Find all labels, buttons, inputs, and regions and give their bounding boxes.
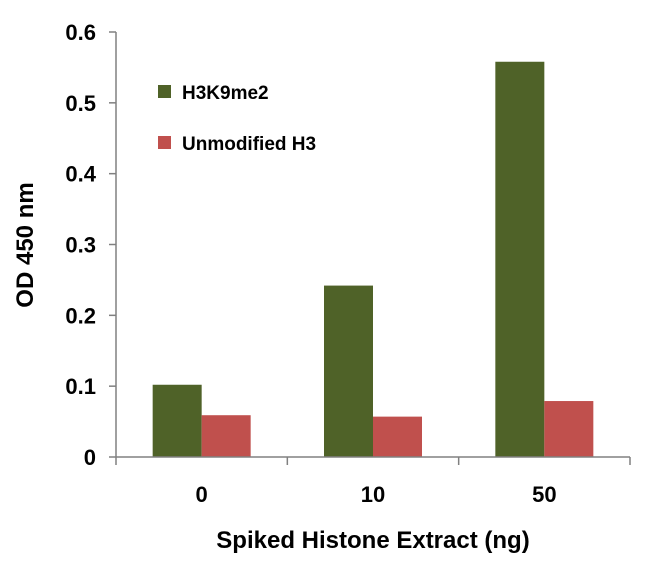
y-axis-title: OD 450 nm — [12, 182, 39, 307]
x-tick-label: 10 — [361, 482, 385, 507]
labels-layer: 0 0.1 0.2 0.3 0.4 0.5 0.6 0 10 50 — [65, 20, 556, 507]
y-tick-label: 0.5 — [65, 91, 96, 116]
bar-h3k9me2-0 — [152, 384, 202, 457]
bar-h3k9me2-50 — [495, 61, 545, 457]
legend: H3K9me2 Unmodified H3 — [158, 83, 316, 155]
bars-layer — [152, 61, 594, 457]
y-tick-label: 0.6 — [65, 20, 96, 45]
bar-h3k9me2-10 — [324, 285, 373, 457]
y-tick-label: 0.3 — [65, 233, 96, 258]
bar-unmodified-h3-50 — [544, 401, 594, 457]
ticks-layer — [109, 31, 631, 465]
x-axis-title: Spiked Histone Extract (ng) — [216, 527, 529, 554]
legend-swatch-unmodified-h3 — [158, 136, 171, 149]
y-tick-label: 0 — [84, 445, 96, 470]
y-tick-label: 0.1 — [65, 374, 96, 399]
legend-label-h3k9me2: H3K9me2 — [182, 83, 269, 104]
bar-unmodified-h3-10 — [373, 416, 422, 457]
x-tick-label: 0 — [196, 482, 208, 507]
y-tick-label: 0.2 — [65, 303, 96, 328]
legend-swatch-h3k9me2 — [158, 85, 171, 98]
y-tick-label: 0.4 — [65, 162, 96, 187]
bar-unmodified-h3-0 — [201, 415, 251, 457]
legend-label-unmodified-h3: Unmodified H3 — [182, 134, 316, 155]
x-tick-label: 50 — [532, 482, 556, 507]
